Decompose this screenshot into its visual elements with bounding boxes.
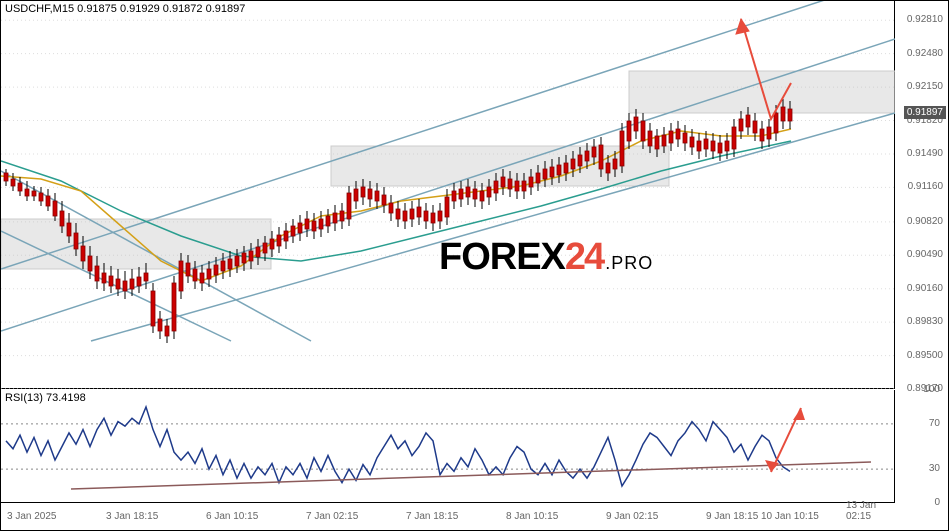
price-tick: 0.91490	[907, 148, 943, 159]
rsi-chart-svg	[1, 390, 895, 503]
logo-forex: FOREX	[439, 236, 565, 278]
time-tick: 7 Jan 02:15	[306, 511, 358, 522]
price-tick: 0.92810	[907, 14, 943, 25]
price-chart-svg	[1, 1, 895, 389]
price-tick: 0.90160	[907, 283, 943, 294]
rsi-tick: 0	[934, 497, 940, 508]
time-tick: 3 Jan 18:15	[106, 511, 158, 522]
time-tick: 6 Jan 10:15	[206, 511, 258, 522]
price-chart: USDCHF,M15 0.91875 0.91929 0.91872 0.918…	[1, 1, 895, 389]
rsi-tick: 100	[923, 384, 940, 395]
time-tick: 7 Jan 18:15	[406, 511, 458, 522]
chart-header: USDCHF,M15 0.91875 0.91929 0.91872 0.918…	[5, 3, 245, 15]
watermark-logo: FOREX24.PRO	[439, 236, 653, 279]
time-x-axis: 3 Jan 2025 3 Jan 18:15 6 Jan 10:15 7 Jan 02…	[1, 502, 895, 530]
logo-pro: .PRO	[605, 253, 653, 273]
time-tick: 9 Jan 02:15	[606, 511, 658, 522]
symbol-label: USDCHF,M15	[5, 3, 74, 15]
rsi-chart: RSI(13) 73.4198	[1, 390, 895, 503]
price-tick: 0.92150	[907, 81, 943, 92]
price-y-axis: 0.891700.895000.898300.901600.904900.908…	[893, 1, 948, 389]
rsi-y-axis: 03070100	[893, 390, 948, 503]
rsi-tick: 30	[929, 463, 940, 474]
price-tick: 0.90820	[907, 216, 943, 227]
rsi-tick: 70	[929, 418, 940, 429]
price-tick: 0.91160	[908, 181, 943, 192]
logo-24: 24	[565, 236, 603, 278]
price-tick: 0.92480	[907, 48, 943, 59]
price-tick: 0.90490	[907, 249, 943, 260]
time-tick: 9 Jan 18:15	[706, 511, 758, 522]
chart-container: USDCHF,M15 0.91875 0.91929 0.91872 0.918…	[0, 0, 949, 531]
time-tick: 8 Jan 10:15	[506, 511, 558, 522]
current-price-flag: 0.91897	[904, 106, 946, 119]
time-tick: 3 Jan 2025	[7, 511, 57, 522]
price-tick: 0.89830	[907, 316, 943, 327]
time-tick: 10 Jan 10:15	[761, 511, 819, 522]
rsi-header: RSI(13) 73.4198	[5, 392, 86, 404]
ohlc-label: 0.91875 0.91929 0.91872 0.91897	[77, 3, 245, 15]
price-tick: 0.89500	[907, 350, 943, 361]
time-tick: 13 Jan 02:15	[846, 500, 895, 522]
